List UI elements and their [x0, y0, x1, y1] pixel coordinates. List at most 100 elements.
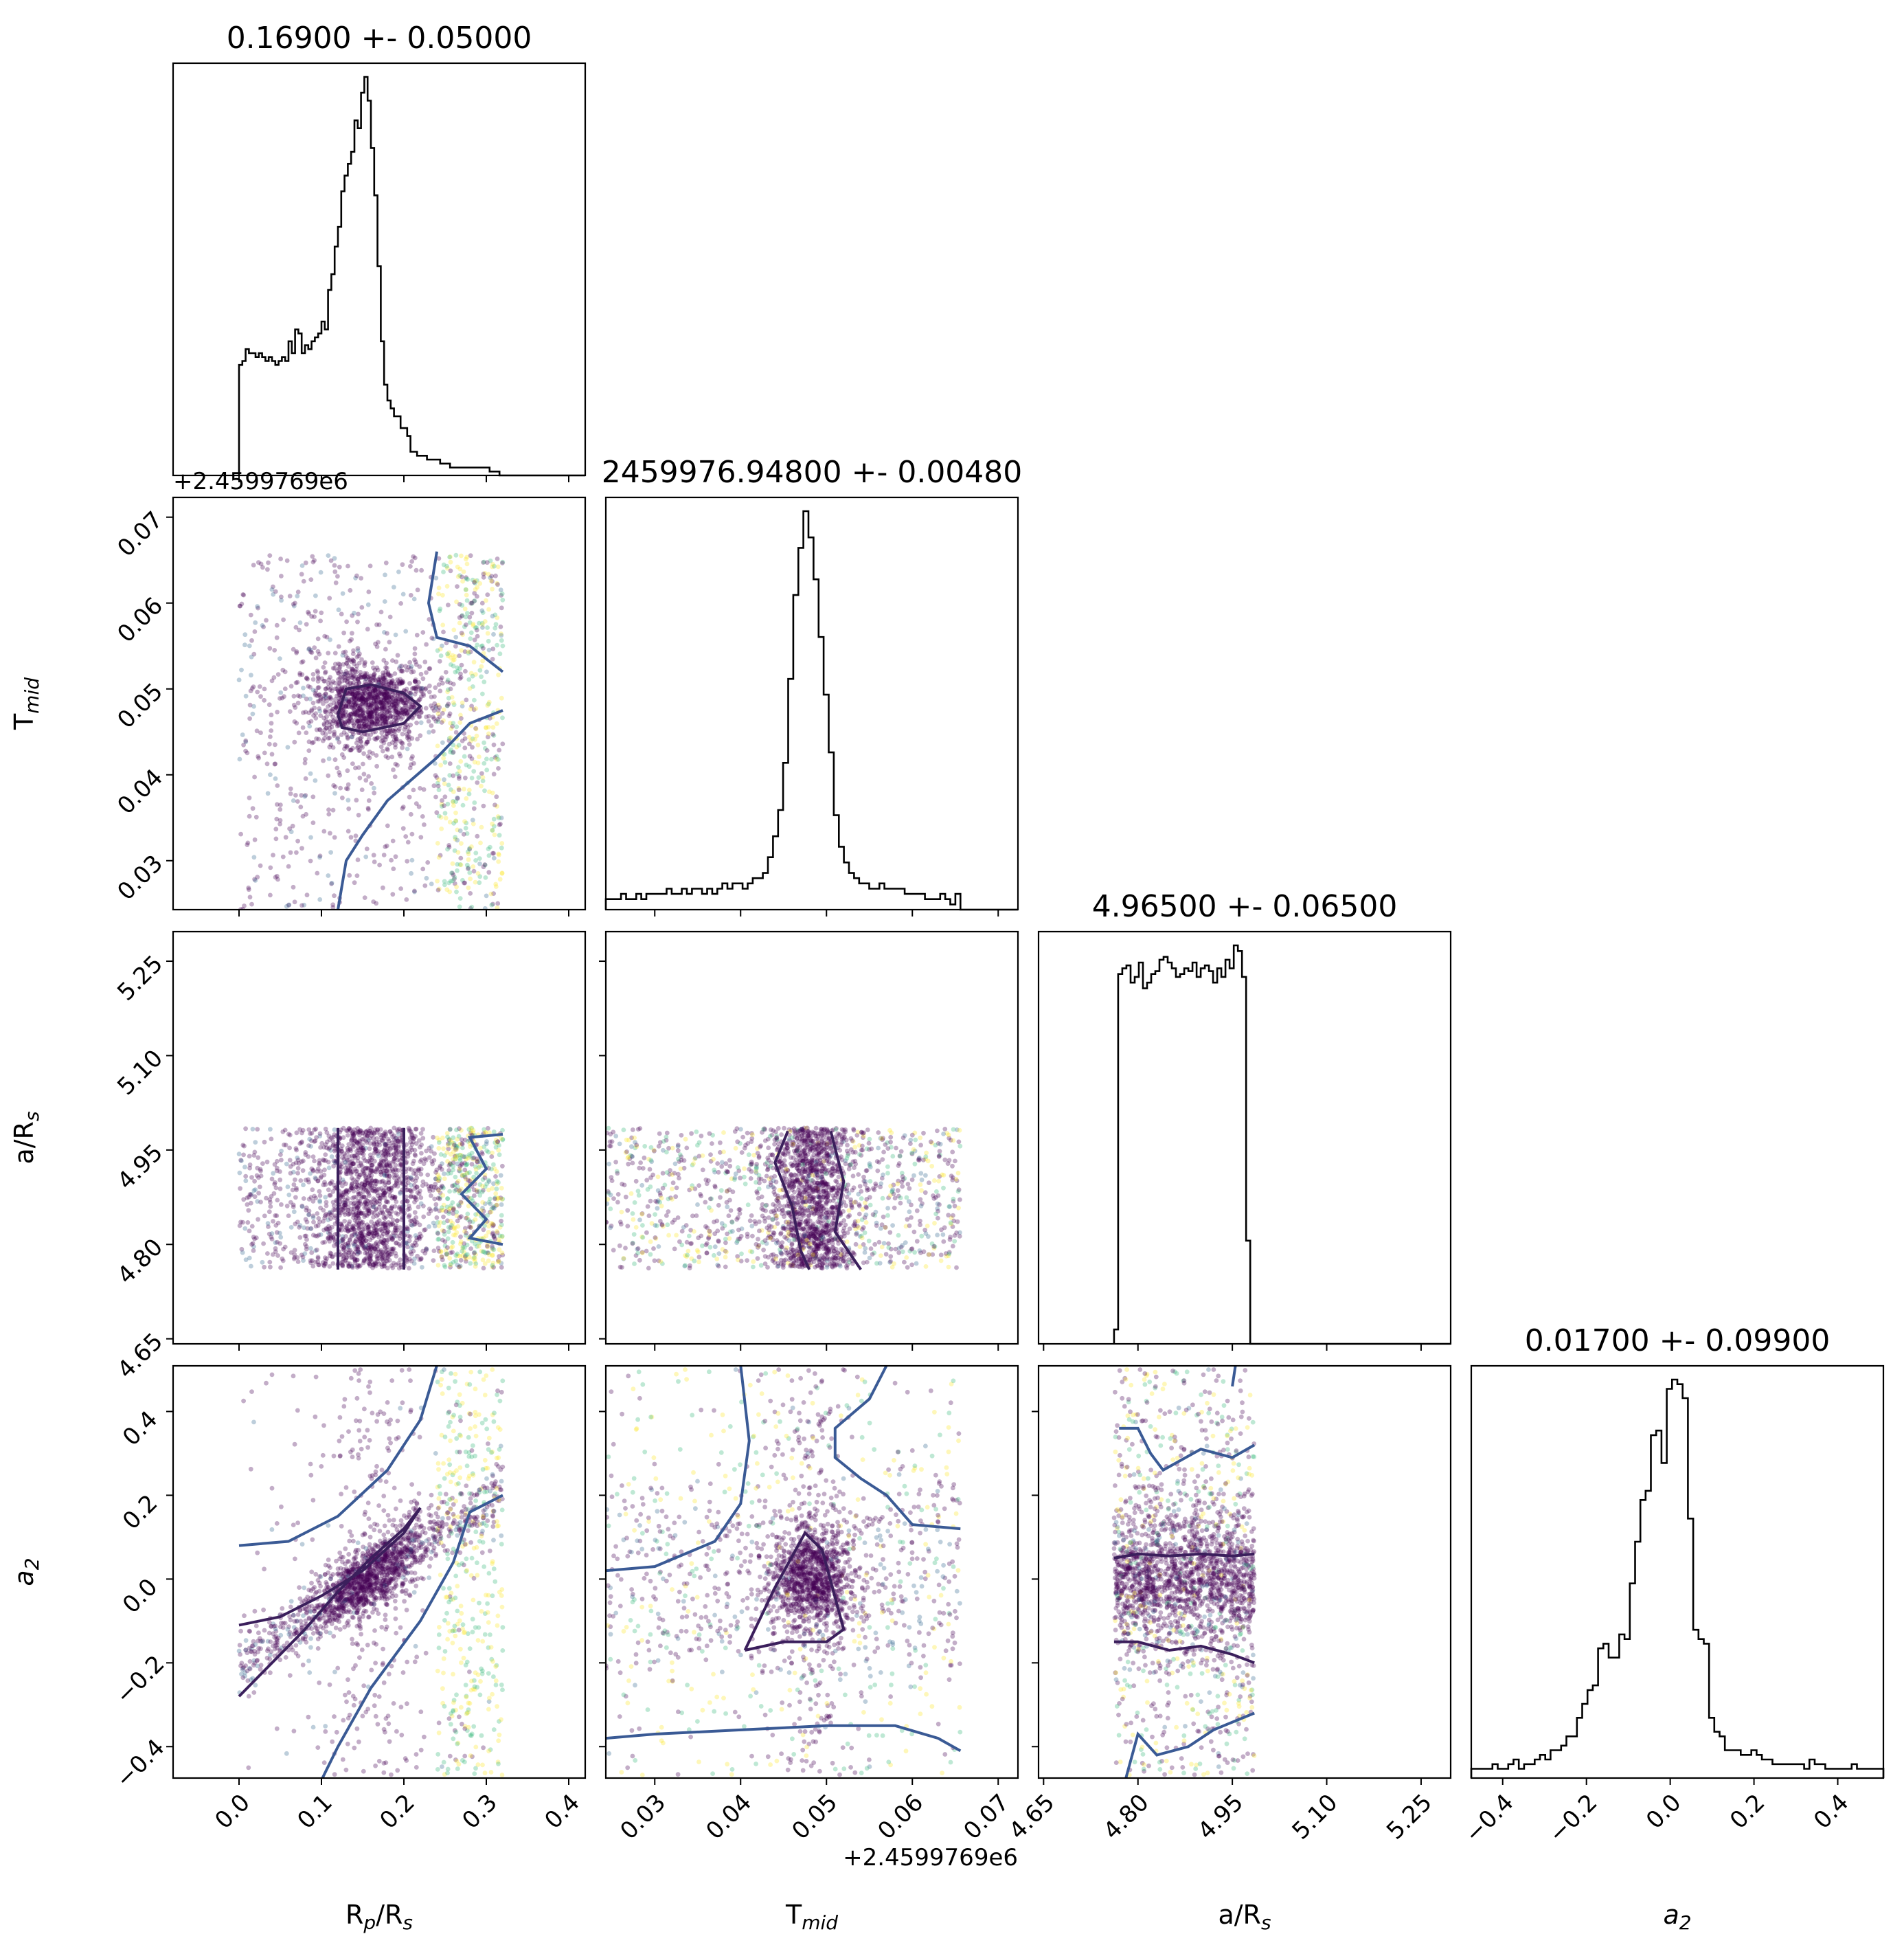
sample-point: [798, 1255, 803, 1260]
sample-point: [290, 1187, 295, 1193]
sample-point: [821, 1132, 827, 1137]
sample-point: [389, 673, 394, 678]
sample-point: [367, 1256, 372, 1261]
sample-point: [356, 1200, 361, 1206]
sample-point: [804, 1187, 809, 1193]
sample-point: [469, 1162, 475, 1167]
sample-point: [315, 1178, 321, 1184]
sample-point: [457, 1265, 462, 1270]
sample-point: [407, 1166, 412, 1171]
sample-point: [793, 1179, 798, 1184]
sample-point: [363, 1188, 369, 1193]
sample-point: [485, 1244, 490, 1250]
sample-point: [360, 1239, 365, 1244]
sample-point: [773, 1129, 778, 1134]
sample-point: [440, 1228, 445, 1233]
sample-point: [441, 707, 446, 712]
sample-point: [440, 1135, 445, 1140]
sample-point: [343, 1165, 348, 1171]
sample-point: [394, 719, 399, 724]
sample-point: [746, 1152, 751, 1158]
sample-point: [467, 686, 473, 691]
sample-point: [236, 677, 242, 683]
sample-point: [383, 1204, 387, 1210]
sample-point: [833, 1168, 839, 1173]
sample-point: [380, 703, 385, 708]
sample-point: [255, 875, 260, 880]
sample-point: [411, 1248, 416, 1254]
sample-point: [330, 721, 335, 726]
sample-point: [381, 721, 385, 726]
sample-point: [396, 1261, 401, 1266]
sample-point: [341, 706, 346, 712]
sample-point: [330, 1235, 335, 1240]
sample-point: [374, 713, 380, 719]
sample-point: [406, 664, 411, 670]
sample-point: [782, 1125, 786, 1131]
sample-point: [801, 1152, 806, 1157]
sample-point: [448, 1162, 453, 1167]
sample-point: [800, 1261, 805, 1267]
sample-point: [398, 712, 403, 717]
sample-point: [386, 1152, 391, 1158]
sample-point: [295, 700, 301, 706]
sample-point: [371, 695, 376, 701]
sample-point: [359, 1240, 365, 1246]
sample-point: [824, 1158, 830, 1163]
sample-point: [356, 1215, 361, 1220]
sample-point: [712, 1219, 716, 1224]
sample-point: [338, 688, 343, 693]
sample-point: [252, 837, 258, 842]
sample-point: [240, 592, 246, 597]
sample-point: [408, 707, 413, 712]
sample-point: [453, 1174, 458, 1180]
sample-point: [490, 821, 495, 827]
sample-point: [381, 1222, 387, 1227]
sample-point: [293, 793, 298, 798]
sample-point: [330, 1189, 336, 1194]
sample-point: [372, 1189, 378, 1194]
sample-point: [347, 1154, 352, 1159]
sample-point: [384, 1148, 389, 1154]
sample-point: [363, 1129, 369, 1134]
sample-point: [357, 1129, 362, 1134]
sample-point: [382, 1172, 387, 1178]
sample-point: [348, 1227, 353, 1233]
sample-point: [361, 1239, 367, 1245]
sample-point: [278, 690, 284, 695]
sample-point: [367, 695, 373, 700]
sample-point: [437, 1137, 442, 1143]
sample-point: [709, 1208, 714, 1213]
sample-point: [447, 889, 453, 895]
sample-point: [800, 1129, 805, 1134]
sample-point: [446, 880, 451, 886]
sample-point: [389, 1246, 394, 1252]
sample-point: [356, 706, 361, 711]
sample-point: [345, 682, 351, 688]
sample-point: [470, 745, 475, 750]
sample-point: [412, 889, 417, 895]
sample-point: [445, 1134, 450, 1140]
sample-point: [400, 732, 405, 737]
sample-point: [350, 1169, 355, 1174]
sample-point: [342, 1212, 348, 1217]
sample-point: [806, 1196, 812, 1201]
sample-point: [370, 1162, 375, 1168]
sample-point: [861, 1242, 866, 1247]
sample-point: [408, 1136, 413, 1140]
sample-point: [473, 587, 478, 592]
sample-point: [435, 1172, 440, 1177]
sample-point: [816, 1231, 821, 1236]
sample-point: [406, 1125, 411, 1131]
sample-point: [378, 697, 384, 702]
sample-point: [416, 1168, 422, 1173]
sample-point: [497, 877, 503, 882]
sample-point: [393, 734, 398, 740]
sample-point: [389, 1236, 395, 1241]
sample-point: [384, 1173, 389, 1178]
sample-point: [320, 730, 326, 736]
sample-point: [357, 695, 363, 701]
sample-point: [365, 1257, 370, 1262]
sample-point: [371, 1263, 376, 1268]
sample-point: [409, 1147, 415, 1153]
